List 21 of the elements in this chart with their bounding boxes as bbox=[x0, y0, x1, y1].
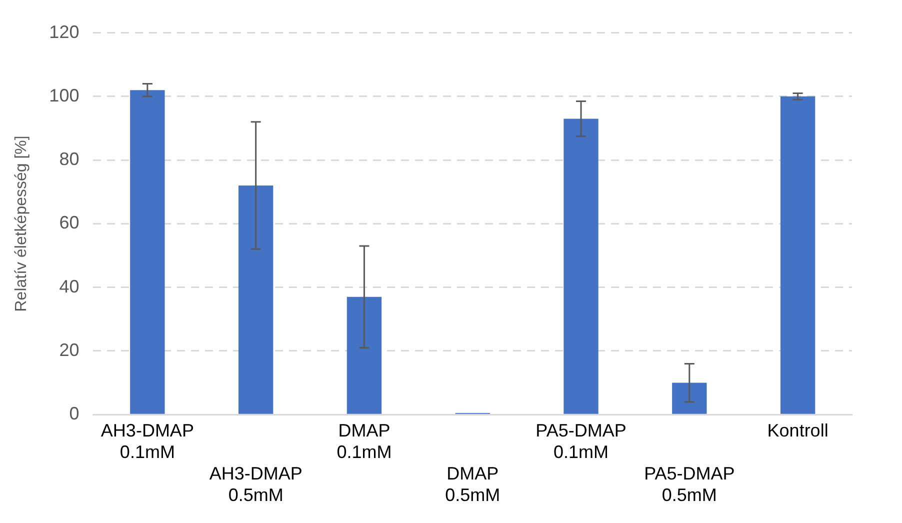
x-tick-label: PA5-DMAP 0.1mM bbox=[536, 420, 626, 462]
y-tick-label: 60 bbox=[59, 212, 80, 233]
x-tick-label: Kontroll bbox=[767, 420, 828, 440]
x-tick-label: AH3-DMAP 0.1mM bbox=[100, 420, 194, 462]
bar bbox=[238, 186, 274, 414]
bar bbox=[130, 90, 165, 414]
y-tick-label: 100 bbox=[49, 85, 80, 106]
y-tick-label: 80 bbox=[59, 149, 80, 170]
bar bbox=[672, 382, 707, 414]
y-tick-label: 40 bbox=[59, 276, 80, 296]
y-axis-title: Relatív életképesség [%] bbox=[13, 136, 30, 312]
x-tick-label: PA5-DMAP 0.5mM bbox=[644, 464, 735, 506]
y-tick-label: 0 bbox=[69, 404, 80, 424]
x-tick-label: AH3-DMAP 0.5mM bbox=[209, 464, 302, 506]
x-tick-label: DMAP 0.1mM bbox=[336, 420, 392, 462]
y-tick-label: 20 bbox=[59, 340, 80, 360]
bar bbox=[564, 118, 598, 414]
y-tick-label: 120 bbox=[49, 22, 80, 42]
x-tick-label: DMAP 0.5mM bbox=[445, 464, 500, 506]
bar bbox=[346, 296, 382, 414]
bar bbox=[780, 96, 816, 414]
